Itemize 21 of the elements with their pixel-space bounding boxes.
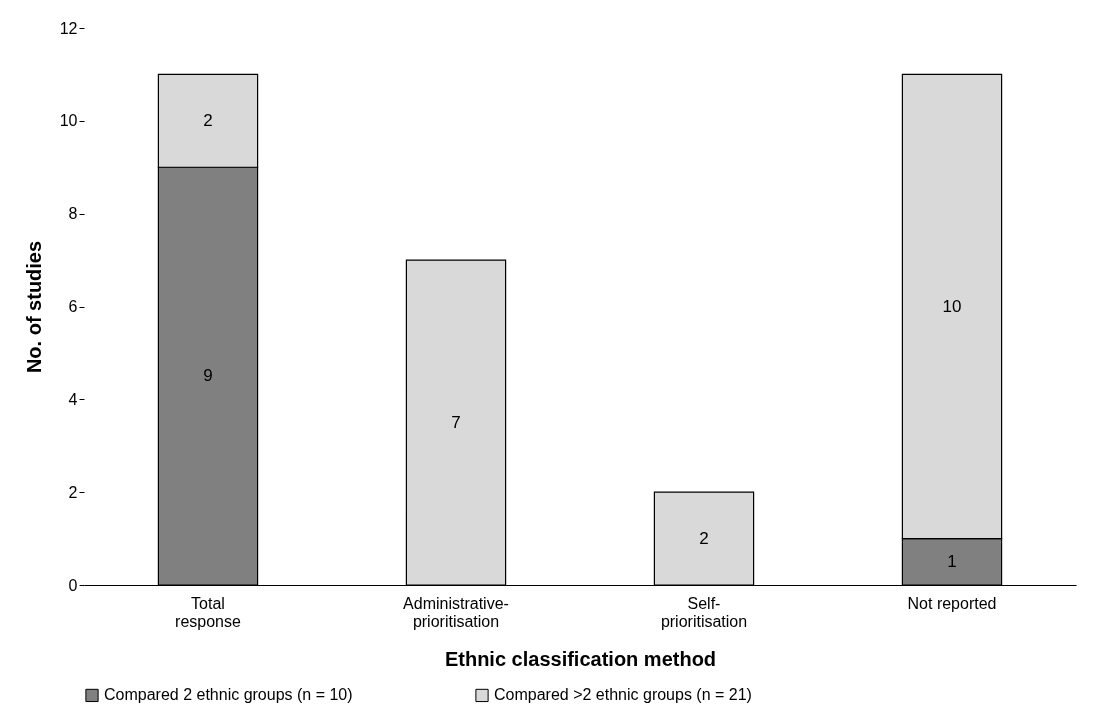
- data-label: 7: [451, 412, 461, 432]
- data-label: 10: [942, 296, 962, 316]
- x-axis-title: Ethnic classification method: [444, 647, 717, 670]
- y-tick-label: 4: [68, 390, 78, 408]
- y-tick-label: 12: [59, 19, 78, 37]
- data-label: 2: [699, 528, 709, 548]
- y-tick-label: 6: [68, 298, 78, 315]
- x-tick-label: Total response: [175, 594, 242, 630]
- x-tick-label: Not reported: [907, 594, 997, 612]
- y-tick-label: 0: [68, 576, 78, 594]
- y-tick-label: 2: [68, 483, 78, 501]
- y-tick-label: 8: [68, 205, 78, 223]
- legend-label: Compared 2 ethnic groups (n = 10): [104, 686, 353, 704]
- x-tick-label: Administrative-prioritisation: [403, 594, 509, 630]
- x-tick-label: Self-prioritisation: [660, 594, 748, 630]
- data-label: 9: [203, 366, 213, 386]
- y-axis-title: No. of studies: [22, 240, 45, 374]
- data-label: 1: [947, 551, 957, 571]
- data-label: 2: [203, 110, 213, 130]
- legend-label: Compared >2 ethnic groups (n = 21): [494, 686, 752, 704]
- y-tick-label: 10: [59, 112, 78, 130]
